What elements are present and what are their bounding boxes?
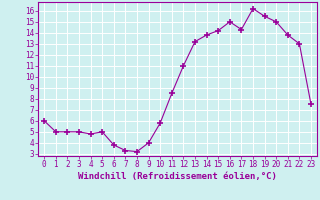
- X-axis label: Windchill (Refroidissement éolien,°C): Windchill (Refroidissement éolien,°C): [78, 172, 277, 181]
